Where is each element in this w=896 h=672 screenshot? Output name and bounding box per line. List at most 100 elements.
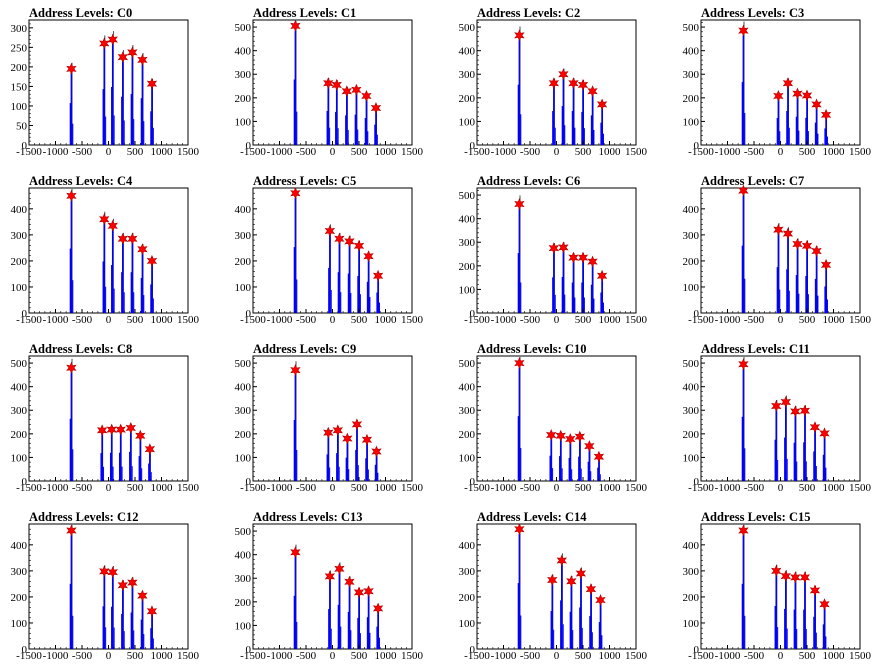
plot-frame [476, 355, 637, 482]
y-tick-label: 300 [235, 573, 252, 585]
x-tick-label: 0 [106, 146, 112, 158]
x-tick-label: -1500 [240, 146, 266, 158]
x-tick-label: -1500 [688, 314, 714, 326]
x-tick-label: -500 [744, 146, 765, 158]
peak-marker [117, 51, 128, 64]
x-tick-label: -1000 [43, 650, 69, 662]
x-tick-label: 0 [330, 314, 336, 326]
histogram-chart: Address Levels: C5 0 100 200 300 400 -1500 -100… [235, 174, 424, 326]
x-tick-label: -500 [296, 146, 317, 158]
histogram-panel: Address Levels: C10 0 100 200 300 400 500 -1500… [448, 336, 672, 504]
histogram-chart: Address Levels: C80100200300400500-1500-… [11, 342, 200, 494]
x-tick-label: -1000 [491, 650, 517, 662]
x-tick-label: 1000 [151, 482, 174, 494]
peak-marker [820, 108, 832, 121]
y-tick-label: 500 [683, 22, 700, 34]
y-tick-label: 400 [459, 46, 476, 58]
peak-marker [99, 213, 110, 226]
x-tick-label: 1500 [177, 650, 200, 662]
histogram-peak [347, 576, 352, 649]
y-tick-label: 0 [22, 308, 28, 320]
y-tick-label: 300 [459, 69, 476, 81]
histogram-peak [561, 242, 566, 313]
histogram-peak [805, 91, 809, 145]
x-tick-label: 500 [351, 146, 368, 158]
peak-marker [290, 19, 301, 32]
y-tick-label: 0 [246, 644, 252, 656]
peak-marker [146, 254, 158, 267]
histogram-panel: Address Levels: C9 0 100 200 300 400 500 -1500-… [224, 336, 448, 504]
peak-marker [363, 585, 374, 598]
x-tick-label: 0 [330, 482, 336, 494]
histogram-peak [69, 358, 74, 481]
plot-frame [28, 355, 189, 482]
peak-marker [370, 101, 382, 114]
plot-frame [252, 187, 413, 314]
x-tick-label: -1500 [240, 650, 266, 662]
histogram-panel: Address Levels: C7 0 100 200 300 400 -1500 -100… [672, 168, 896, 336]
y-tick-label: 200 [11, 592, 28, 604]
y-tick-label: 100 [11, 618, 28, 630]
y-tick-label: 400 [11, 540, 28, 552]
histogram-peak [354, 85, 359, 145]
x-tick-label: 0 [554, 482, 560, 494]
histogram-peak [140, 53, 145, 145]
plot-frame [28, 19, 189, 146]
y-tick-label: 400 [459, 382, 476, 394]
x-tick-label: 500 [799, 650, 816, 662]
histogram-peak [118, 425, 123, 481]
y-tick-label: 0 [246, 140, 252, 152]
y-tick-label: 0 [470, 308, 476, 320]
peak-marker [323, 77, 334, 90]
x-tick-label: 1000 [823, 146, 846, 158]
histogram-peak [784, 570, 788, 649]
peak-marker [584, 440, 595, 453]
peak-marker [344, 575, 355, 588]
histogram-peak [600, 101, 604, 145]
histogram-peak [590, 257, 595, 313]
peak-marker [566, 575, 577, 588]
x-tick-label: 500 [351, 314, 368, 326]
x-tick-label: -500 [744, 482, 765, 494]
histogram-peak [549, 431, 554, 481]
histogram-peak [793, 405, 798, 481]
peak-marker [514, 198, 525, 211]
x-tick-label: -500 [296, 650, 317, 662]
peak-marker [811, 98, 822, 111]
histogram-panel: Address Levels: C12 0 100 200 300 400 -1500 -10… [0, 504, 224, 672]
x-tick-label: 1500 [177, 146, 200, 158]
x-tick-label: 0 [778, 650, 784, 662]
chart-title: Address Levels: C1 [253, 6, 356, 20]
histogram-peak [552, 242, 556, 313]
x-tick-label: -1500 [16, 314, 42, 326]
x-tick-label: 500 [575, 650, 592, 662]
y-tick-label: 400 [683, 46, 700, 58]
x-tick-label: 0 [778, 146, 784, 158]
peak-marker [568, 77, 579, 90]
peak-marker [107, 33, 118, 46]
histogram-peak [129, 423, 133, 481]
histogram-chart: Address Levels: C14 0 100 200 300 400 -1500 -10… [459, 510, 648, 662]
y-tick-label: 200 [11, 62, 28, 74]
peak-marker [773, 89, 784, 102]
plot-frame [700, 355, 861, 482]
peak-marker [585, 583, 597, 596]
peak-marker [332, 424, 343, 437]
y-tick-label: 100 [235, 116, 252, 128]
x-tick-label: 1000 [823, 650, 846, 662]
histogram-peak [150, 78, 154, 145]
histogram-chart: Address Levels: C60100200300400500-1500-… [459, 174, 648, 326]
histogram-peak [590, 86, 595, 145]
chart-title: Address Levels: C15 [701, 510, 811, 524]
x-tick-label: -1500 [16, 650, 42, 662]
y-tick-label: 0 [694, 644, 700, 656]
histogram-peak [517, 525, 522, 649]
x-tick-label: 1500 [849, 650, 872, 662]
histogram-peak [337, 232, 342, 313]
histogram-peak [130, 45, 135, 145]
y-tick-label: 300 [683, 566, 700, 578]
y-tick-label: 500 [459, 358, 476, 370]
histogram-peak [357, 587, 361, 649]
histogram-peak [776, 92, 781, 145]
peak-marker [738, 524, 749, 537]
